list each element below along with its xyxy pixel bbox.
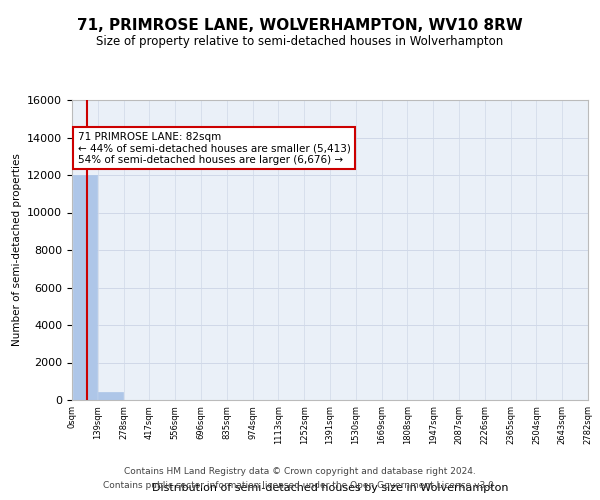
Text: Size of property relative to semi-detached houses in Wolverhampton: Size of property relative to semi-detach… xyxy=(97,35,503,48)
Text: Contains public sector information licensed under the Open Government Licence v3: Contains public sector information licen… xyxy=(103,481,497,490)
Bar xyxy=(98,392,123,400)
Text: 71 PRIMROSE LANE: 82sqm
← 44% of semi-detached houses are smaller (5,413)
54% of: 71 PRIMROSE LANE: 82sqm ← 44% of semi-de… xyxy=(77,132,350,164)
X-axis label: Distribution of semi-detached houses by size in Wolverhampton: Distribution of semi-detached houses by … xyxy=(152,483,508,493)
Bar xyxy=(73,175,97,400)
Text: 71, PRIMROSE LANE, WOLVERHAMPTON, WV10 8RW: 71, PRIMROSE LANE, WOLVERHAMPTON, WV10 8… xyxy=(77,18,523,32)
Text: Contains HM Land Registry data © Crown copyright and database right 2024.: Contains HM Land Registry data © Crown c… xyxy=(124,467,476,476)
Y-axis label: Number of semi-detached properties: Number of semi-detached properties xyxy=(11,154,22,346)
